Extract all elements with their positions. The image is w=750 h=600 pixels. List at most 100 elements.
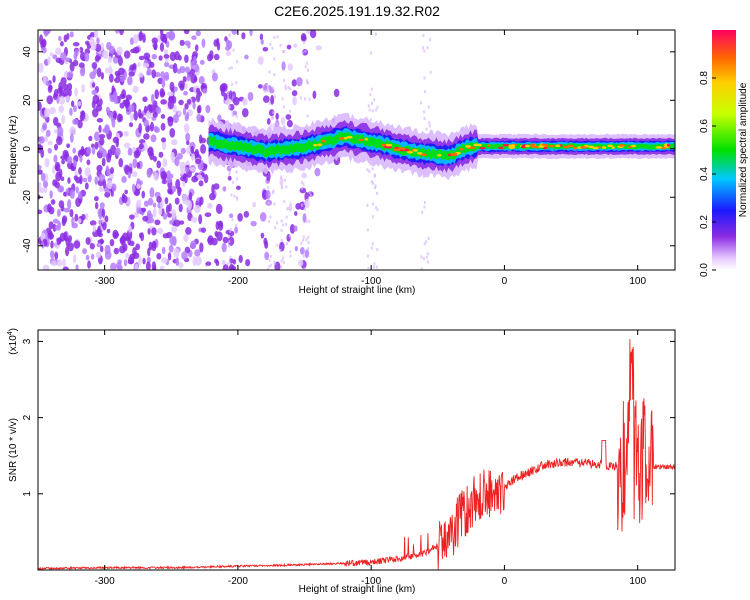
noise-streak — [269, 192, 272, 196]
noise-streak — [303, 267, 306, 270]
noise-blob — [141, 207, 147, 213]
noise-streak — [374, 32, 377, 36]
noise-blob — [151, 37, 159, 44]
noise-streak — [273, 261, 276, 265]
noise-blob — [98, 134, 106, 139]
ridge-hotspot — [538, 145, 545, 148]
noise-blob — [92, 94, 100, 105]
noise-blob — [62, 83, 69, 90]
noise-streak — [422, 257, 425, 261]
noise-streak — [302, 182, 305, 186]
noise-blob — [185, 66, 190, 74]
noise-blob — [161, 140, 167, 151]
noise-streak — [423, 76, 426, 80]
noise-streak — [366, 168, 369, 172]
noise-streak — [305, 61, 308, 65]
colorbar-tick-label: 0.6 — [699, 119, 710, 133]
noise-blob — [97, 231, 103, 238]
noise-blob — [99, 146, 105, 154]
noise-streak — [230, 66, 233, 70]
noise-blob — [69, 209, 74, 218]
noise-blob — [183, 91, 188, 96]
noise-blob — [79, 154, 83, 163]
noise-blob — [105, 67, 110, 74]
noise-blob — [121, 194, 128, 204]
noise-streak — [231, 114, 234, 118]
noise-blob — [74, 213, 79, 222]
noise-blob — [69, 133, 74, 143]
noise-blob — [169, 220, 174, 225]
noise-blob — [132, 85, 139, 93]
noise-blob — [54, 161, 61, 172]
noise-streak — [300, 241, 303, 245]
noise-blob — [193, 55, 197, 66]
noise-blob — [63, 191, 67, 197]
noise-blob — [51, 260, 57, 267]
noise-blob — [180, 165, 185, 175]
snr-multiplier-base: (x10 — [8, 335, 19, 355]
noise-blob — [195, 158, 202, 165]
noise-blob — [78, 167, 82, 175]
noise-blob — [72, 118, 79, 125]
noise-blob — [197, 162, 204, 171]
noise-blob — [235, 185, 241, 191]
noise-blob — [133, 110, 139, 121]
noise-blob — [66, 143, 71, 149]
noise-streak — [270, 263, 273, 267]
noise-streak — [232, 180, 235, 184]
noise-blob — [69, 126, 76, 135]
noise-blob — [44, 186, 48, 194]
noise-blob — [63, 231, 68, 241]
noise-blob — [98, 124, 102, 133]
noise-blob — [138, 143, 144, 150]
noise-blob — [178, 203, 183, 213]
noise-blob — [207, 237, 212, 243]
snr-multiplier: (x104) — [7, 328, 19, 355]
noise-streak — [419, 101, 422, 105]
noise-streak — [228, 172, 231, 176]
noise-blob — [99, 202, 105, 209]
noise-blob — [169, 81, 175, 92]
noise-blob — [293, 225, 298, 232]
noise-blob — [142, 63, 150, 68]
noise-streak — [303, 201, 306, 205]
noise-streak — [302, 254, 305, 258]
colorbar-gradient — [712, 30, 736, 270]
noise-blob — [304, 198, 310, 208]
spectrogram-y-tick-label: 20 — [22, 94, 33, 106]
noise-blob — [38, 169, 43, 175]
noise-blob — [129, 37, 135, 45]
noise-blob — [54, 143, 59, 151]
noise-blob — [38, 101, 42, 111]
noise-blob — [141, 190, 146, 199]
noise-streak — [423, 242, 426, 246]
noise-streak — [276, 35, 279, 39]
noise-blob — [183, 30, 190, 35]
noise-blob — [60, 41, 64, 47]
noise-blob — [148, 104, 155, 114]
noise-blob — [60, 176, 65, 182]
noise-blob — [128, 71, 135, 77]
noise-blob — [102, 221, 107, 231]
noise-blob — [81, 84, 85, 93]
snr-x-tick-label: -200 — [228, 576, 248, 587]
noise-blob — [89, 220, 97, 226]
noise-blob — [66, 71, 74, 79]
ridge-hotspot — [655, 146, 663, 149]
noise-streak — [272, 189, 275, 193]
noise-blob — [189, 167, 197, 172]
noise-blob — [186, 73, 191, 82]
noise-streak — [280, 265, 283, 269]
ridge-band — [208, 131, 675, 161]
noise-blob — [61, 218, 67, 227]
noise-streak — [428, 124, 431, 128]
noise-blob — [143, 105, 148, 114]
noise-streak — [280, 175, 283, 179]
noise-blob — [91, 146, 96, 155]
noise-streak — [300, 203, 303, 207]
noise-streak — [420, 267, 423, 270]
noise-blob — [161, 246, 166, 255]
ridge-hotspot — [508, 144, 514, 148]
noise-blob — [133, 33, 139, 44]
noise-blob — [147, 197, 154, 206]
